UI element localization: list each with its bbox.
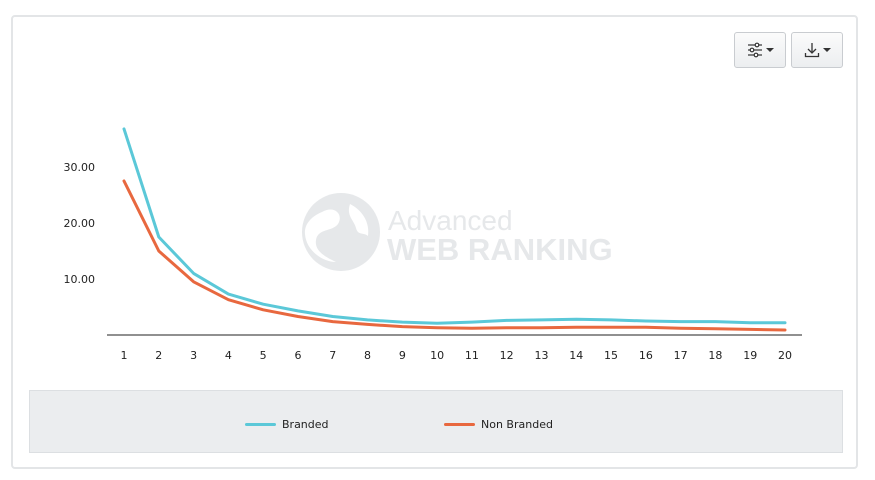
- x-tick-label: 5: [260, 349, 267, 362]
- legend-swatch-branded: [245, 423, 276, 426]
- series-line-non-branded[interactable]: [122, 179, 787, 332]
- x-tick-label: 19: [743, 349, 757, 362]
- chevron-down-icon: [822, 48, 831, 52]
- x-tick-label: 14: [569, 349, 583, 362]
- x-tick-label: 12: [500, 349, 514, 362]
- x-tick-label: 4: [225, 349, 232, 362]
- x-tick-label: 20: [778, 349, 792, 362]
- watermark-line1: Advanced: [388, 205, 513, 236]
- x-tick-label: 9: [399, 349, 406, 362]
- y-tick-label: 30.00: [64, 161, 96, 174]
- watermark-line2: WEB RANKING: [387, 232, 613, 267]
- legend-swatch-non-branded: [444, 423, 475, 426]
- y-tick-label: 20.00: [64, 217, 96, 230]
- y-tick-label: 10.00: [64, 273, 96, 286]
- x-tick-label: 8: [364, 349, 371, 362]
- chevron-down-icon: [765, 48, 774, 52]
- x-tick-label: 18: [708, 349, 722, 362]
- x-axis: 1 2 3 4 5 6 7 8 9 10 11 12 13 14 15 16 17 18 19 20: [121, 349, 793, 362]
- download-icon: [804, 43, 819, 58]
- legend-item-non-branded[interactable]: Non Branded: [444, 418, 553, 431]
- chart-download-button[interactable]: [791, 32, 843, 68]
- x-tick-label: 7: [329, 349, 336, 362]
- x-tick-label: 2: [155, 349, 162, 362]
- x-tick-label: 13: [534, 349, 548, 362]
- x-tick-label: 11: [465, 349, 479, 362]
- watermark: Advanced WEB RANKING: [302, 193, 613, 271]
- legend-item-branded[interactable]: Branded: [245, 418, 329, 431]
- sliders-icon: [747, 42, 762, 58]
- series-group: [122, 127, 787, 332]
- x-tick-label: 16: [639, 349, 653, 362]
- y-axis: 10.00 20.00 30.00: [64, 161, 96, 286]
- x-tick-label: 3: [190, 349, 197, 362]
- x-tick-label: 15: [604, 349, 618, 362]
- series-line-branded[interactable]: [122, 127, 787, 325]
- chart-settings-button[interactable]: [734, 32, 786, 68]
- legend: Branded Non Branded: [29, 390, 843, 453]
- x-tick-label: 1: [121, 349, 128, 362]
- x-tick-label: 17: [674, 349, 688, 362]
- chart-toolbar: [734, 32, 843, 68]
- x-tick-label: 10: [430, 349, 444, 362]
- legend-label-non-branded: Non Branded: [481, 418, 553, 431]
- x-tick-label: 6: [294, 349, 301, 362]
- legend-label-branded: Branded: [282, 418, 329, 431]
